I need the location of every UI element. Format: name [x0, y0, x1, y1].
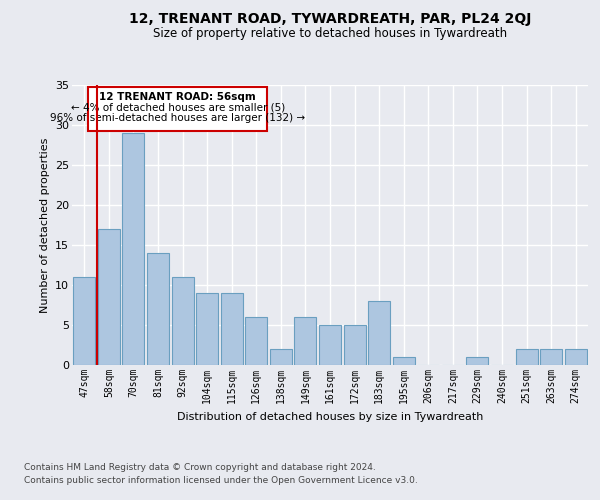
- Text: 12 TRENANT ROAD: 56sqm: 12 TRENANT ROAD: 56sqm: [99, 92, 256, 102]
- Text: 12, TRENANT ROAD, TYWARDREATH, PAR, PL24 2QJ: 12, TRENANT ROAD, TYWARDREATH, PAR, PL24…: [129, 12, 531, 26]
- Bar: [319, 325, 341, 365]
- Bar: [73, 277, 95, 365]
- Bar: [392, 357, 415, 365]
- Text: Contains HM Land Registry data © Crown copyright and database right 2024.: Contains HM Land Registry data © Crown c…: [24, 462, 376, 471]
- Text: Size of property relative to detached houses in Tywardreath: Size of property relative to detached ho…: [153, 28, 507, 40]
- Text: ← 4% of detached houses are smaller (5): ← 4% of detached houses are smaller (5): [71, 102, 285, 113]
- Bar: [98, 229, 120, 365]
- Bar: [295, 317, 316, 365]
- Bar: [565, 349, 587, 365]
- Text: 96% of semi-detached houses are larger (132) →: 96% of semi-detached houses are larger (…: [50, 113, 305, 123]
- Bar: [466, 357, 488, 365]
- Bar: [245, 317, 268, 365]
- Bar: [221, 293, 243, 365]
- Bar: [122, 133, 145, 365]
- Bar: [196, 293, 218, 365]
- Bar: [344, 325, 365, 365]
- Bar: [368, 301, 390, 365]
- Bar: [540, 349, 562, 365]
- Y-axis label: Number of detached properties: Number of detached properties: [40, 138, 50, 312]
- Bar: [515, 349, 538, 365]
- Bar: [88, 88, 268, 132]
- Bar: [270, 349, 292, 365]
- Bar: [172, 277, 194, 365]
- Text: Contains public sector information licensed under the Open Government Licence v3: Contains public sector information licen…: [24, 476, 418, 485]
- Text: Distribution of detached houses by size in Tywardreath: Distribution of detached houses by size …: [177, 412, 483, 422]
- Bar: [147, 253, 169, 365]
